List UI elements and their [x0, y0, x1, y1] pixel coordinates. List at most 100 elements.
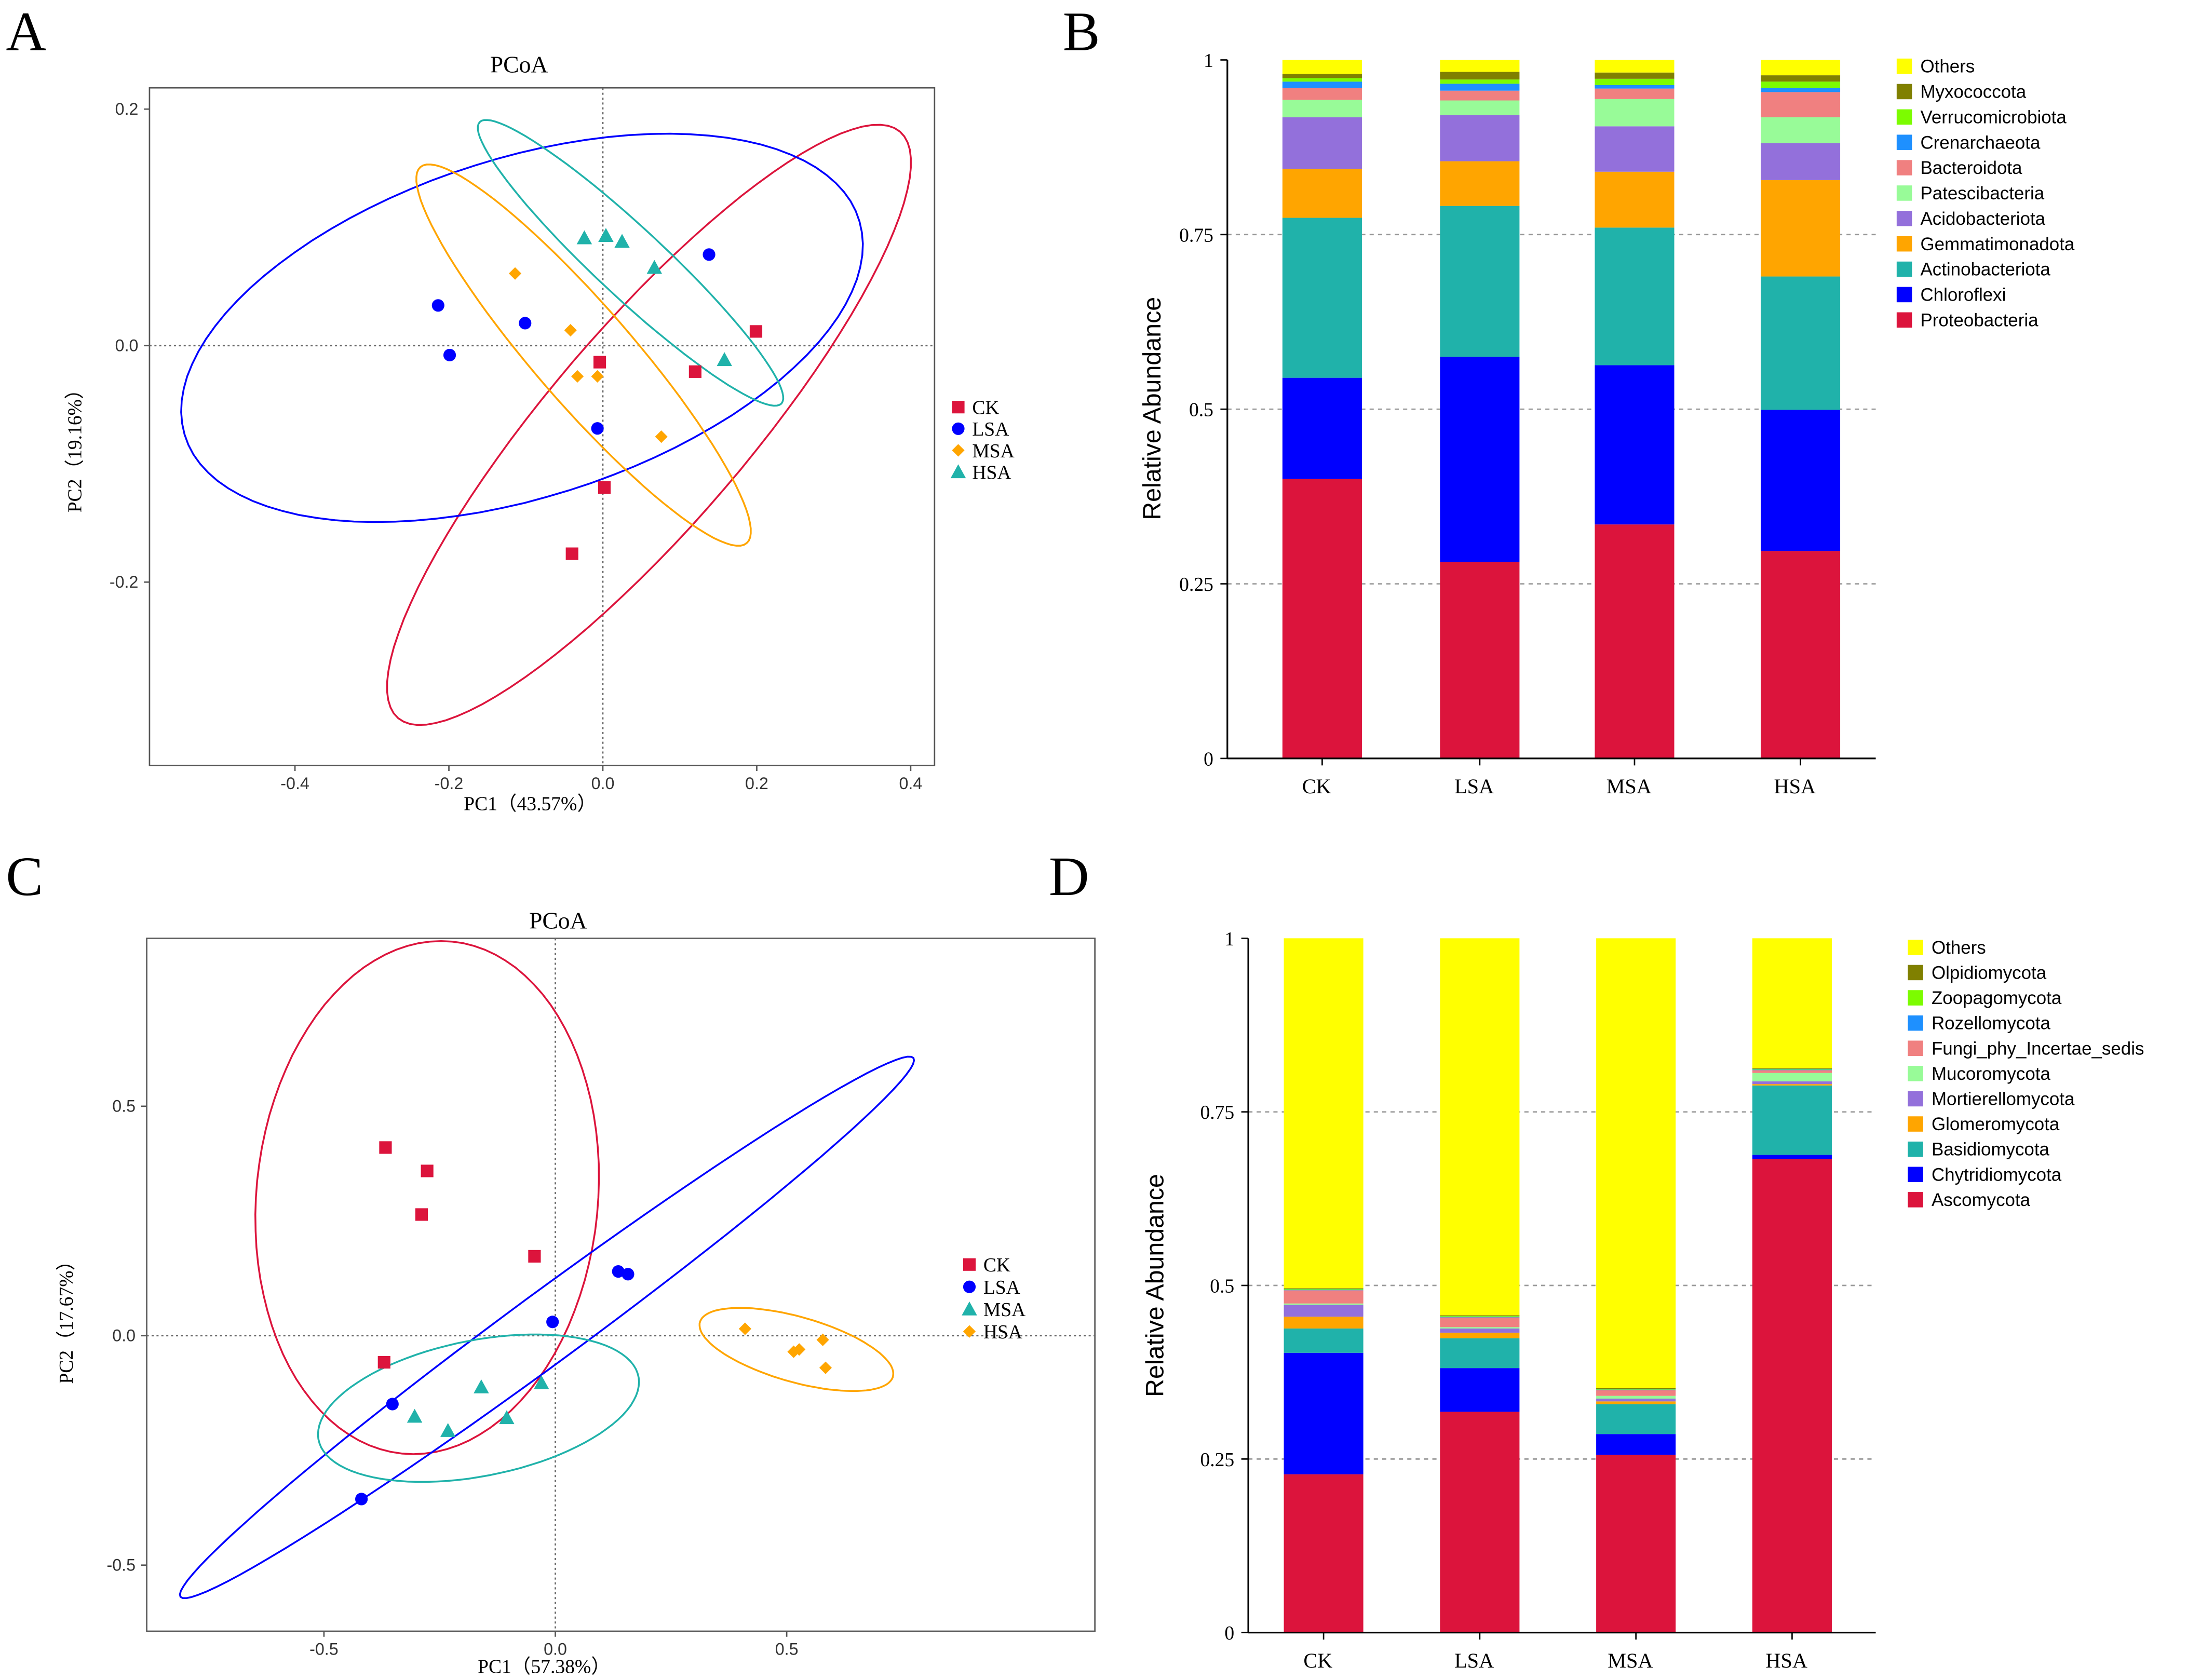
- bar-segment-lsa-actinobacteriota: [1440, 206, 1520, 357]
- bar-segment-hsa-crenarchaeota: [1761, 88, 1841, 92]
- bar-segment-msa-others: [1596, 938, 1676, 1388]
- bar-segment-hsa-rozellomycota: [1752, 1069, 1832, 1071]
- bar-segment-lsa-ascomycota: [1440, 1412, 1520, 1633]
- bar-segment-ck-verrucomicrobiota: [1282, 78, 1362, 82]
- bar-segment-ck-chytridiomycota: [1284, 1352, 1364, 1474]
- bar-segment-hsa-gemmatimonadota: [1761, 180, 1841, 277]
- bar-segment-hsa-glomeromycota: [1752, 1084, 1832, 1086]
- bar-segment-hsa-bacteroidota: [1761, 92, 1841, 117]
- data-point-msa: [655, 430, 668, 443]
- legend-swatch-mucoromycota: [1908, 1066, 1923, 1081]
- y-tick-label: -0.2: [110, 573, 139, 591]
- bar-segment-ck-acidobacteriota: [1282, 117, 1362, 169]
- y-tick-label: 0.0: [115, 336, 139, 355]
- bar-segment-ck-mortierellomycota: [1284, 1305, 1364, 1317]
- legend-label: LSA: [972, 419, 1009, 440]
- bar-segment-ck-olpidiomycota: [1284, 1288, 1364, 1289]
- y-tick-label: 1: [1204, 50, 1213, 72]
- bar-segment-hsa-others: [1761, 60, 1841, 76]
- legend-swatch-fungi_phy_incertae_sedis: [1908, 1040, 1923, 1056]
- bar-segment-lsa-myxococcota: [1440, 72, 1520, 80]
- bar-segment-lsa-others: [1440, 60, 1520, 72]
- y-tick-label: 0.75: [1200, 1102, 1234, 1123]
- panel-label-b: B: [1063, 1, 1100, 63]
- data-point-ck: [565, 547, 578, 560]
- y-tick-label: -0.5: [107, 1555, 136, 1574]
- legend-label: Acidobacteriota: [1920, 209, 2045, 229]
- legend-swatch-verrucomicrobiota: [1896, 109, 1912, 125]
- x-tick-label: 0.2: [745, 774, 768, 793]
- legend-label: Others: [1920, 57, 1975, 77]
- stacked-bar-chart-bacteria: 0 0.25 0.5 0.75 1 CK LSA MSA HSA Relative Abundan…: [1138, 50, 2075, 798]
- confidence-ellipse-hsa: [477, 119, 785, 407]
- y-tick-label: 0: [1224, 1623, 1234, 1644]
- bar-segment-lsa-glomeromycota: [1440, 1332, 1520, 1338]
- bar-segment-lsa-mucoromycota: [1440, 1327, 1520, 1329]
- data-point-ck: [377, 1356, 390, 1369]
- legend-swatch-chloroflexi: [1896, 287, 1912, 303]
- data-point-msa: [571, 370, 584, 383]
- y-tick-label: 0.5: [1189, 400, 1213, 421]
- plot-frame: [148, 87, 936, 766]
- bar-segment-lsa-chloroflexi: [1440, 357, 1520, 562]
- data-point-msa: [499, 1410, 515, 1425]
- bar-segment-hsa-actinobacteriota: [1761, 276, 1841, 410]
- data-point-ck: [688, 365, 701, 378]
- x-tick-label: 0.0: [544, 1640, 567, 1659]
- bar-segment-hsa-mucoromycota: [1752, 1073, 1832, 1081]
- bar-segment-hsa-ascomycota: [1752, 1159, 1832, 1633]
- confidence-ellipse-lsa: [179, 1055, 915, 1600]
- bar-segment-hsa-patescibacteria: [1761, 117, 1841, 143]
- legend-swatch-basidiomycota: [1908, 1141, 1923, 1157]
- y-axis-label: PC2（19.16%）: [64, 380, 86, 512]
- data-point-ck: [415, 1208, 428, 1221]
- bar-segment-msa-fungi_phy_incertae_sedis: [1596, 1390, 1676, 1396]
- bar-segment-msa-proteobacteria: [1595, 524, 1675, 758]
- bar-segment-ck-patescibacteria: [1282, 100, 1362, 117]
- legend-marker-ck: [952, 401, 965, 414]
- bar-segment-msa-mucoromycota: [1596, 1396, 1676, 1399]
- legend-swatch-zoopagomycota: [1908, 990, 1923, 1006]
- data-point-lsa: [546, 1316, 559, 1329]
- legend-swatch-proteobacteria: [1896, 312, 1912, 328]
- bar-segment-msa-patescibacteria: [1595, 99, 1675, 127]
- legend-label: Zoopagomycota: [1932, 988, 2062, 1008]
- legend-label: Verrucomicrobiota: [1920, 107, 2067, 127]
- data-point-msa: [440, 1422, 456, 1437]
- data-point-hsa: [646, 260, 663, 274]
- bar-segment-lsa-fungi_phy_incertae_sedis: [1440, 1317, 1520, 1327]
- pcoa-chart-bacteria: -0.4 -0.2 0.0 0.2 0.4 0.2 0.0 -0.2 PCoA PC1（43.57…: [64, 51, 1014, 815]
- bar-segment-hsa-fungi_phy_incertae_sedis: [1752, 1070, 1832, 1073]
- legend-swatch-chytridiomycota: [1908, 1167, 1923, 1183]
- legend-label: Chytridiomycota: [1932, 1164, 2062, 1185]
- data-point-hsa: [576, 230, 592, 245]
- y-tick-label: 0: [1204, 749, 1213, 770]
- data-point-ck: [379, 1141, 392, 1154]
- legend-swatch-ascomycota: [1908, 1192, 1923, 1208]
- y-axis-label: Relative Abundance: [1138, 297, 1166, 520]
- bar-segment-msa-basidiomycota: [1596, 1404, 1676, 1434]
- data-point-hsa: [717, 352, 732, 367]
- y-tick-label: 0.0: [112, 1326, 136, 1345]
- legend-swatch-myxococcota: [1896, 84, 1912, 100]
- legend-swatch-others: [1896, 58, 1912, 74]
- data-point-hsa: [819, 1361, 832, 1374]
- bar-segment-ck-fungi_phy_incertae_sedis: [1284, 1290, 1364, 1304]
- legend-marker-hsa: [950, 464, 966, 479]
- x-tick-label: 0.5: [775, 1640, 799, 1659]
- legend-label: Chloroflexi: [1920, 285, 2006, 305]
- legend-label: MSA: [972, 441, 1014, 462]
- legend-swatch-acidobacteriota: [1896, 211, 1912, 226]
- data-point-lsa: [591, 422, 604, 435]
- bar-segment-hsa-acidobacteriota: [1761, 143, 1841, 180]
- bar-segment-msa-chloroflexi: [1595, 365, 1675, 525]
- legend-marker-hsa: [963, 1325, 976, 1338]
- legend-label: Glomeromycota: [1932, 1114, 2060, 1134]
- legend-label: Proteobacteria: [1920, 310, 2039, 330]
- legend-swatch-gemmatimonadota: [1896, 236, 1912, 252]
- bar-segment-msa-acidobacteriota: [1595, 126, 1675, 172]
- chart-title: PCoA: [529, 907, 587, 934]
- bar-segment-ck-ascomycota: [1284, 1474, 1364, 1633]
- legend-label: Crenarchaeota: [1920, 132, 2040, 153]
- bar-segment-hsa-mortierellomycota: [1752, 1081, 1832, 1085]
